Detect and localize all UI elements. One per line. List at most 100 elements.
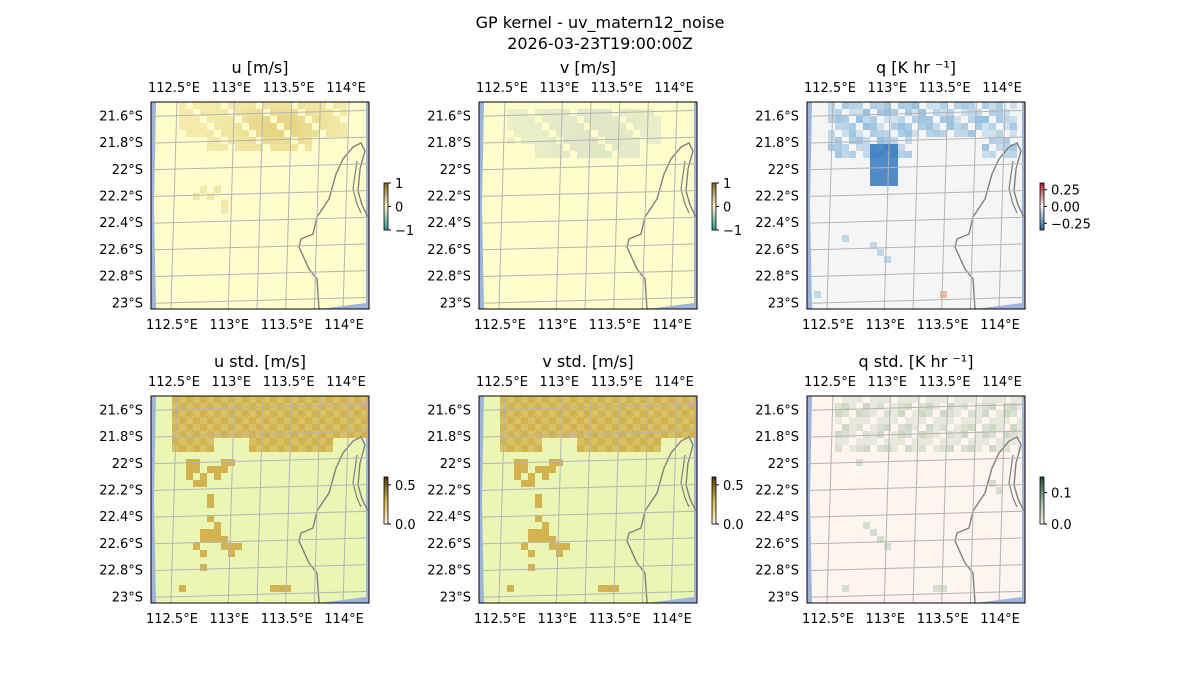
heatmap-cell xyxy=(605,431,612,438)
colorbar-tick-label: 0.0 xyxy=(1051,518,1072,533)
heatmap-cell xyxy=(242,424,249,431)
x-tick-label-top: 113°E xyxy=(868,81,908,96)
heatmap-cell xyxy=(179,431,186,438)
heatmap-cell xyxy=(528,529,535,536)
heatmap-cell xyxy=(682,410,689,417)
heatmap-cell xyxy=(989,151,996,158)
x-tick-label-bottom: 114°E xyxy=(980,318,1020,333)
heatmap-cell xyxy=(242,102,249,109)
heatmap-cell xyxy=(507,410,514,417)
heatmap-cell xyxy=(856,410,863,417)
heatmap-cell xyxy=(647,445,654,452)
heatmap-cell xyxy=(312,424,319,431)
x-tick-label-bottom: 113°E xyxy=(210,318,250,333)
heatmap-cell xyxy=(514,130,521,137)
heatmap-cell xyxy=(863,151,870,158)
heatmap-cell xyxy=(989,123,996,130)
x-tick-label-bottom: 114°E xyxy=(652,612,692,627)
heatmap-cell xyxy=(207,501,214,508)
heatmap-cell xyxy=(877,109,884,116)
heatmap-cell xyxy=(263,123,270,130)
heatmap-cell xyxy=(312,109,319,116)
heatmap-cell xyxy=(200,550,207,557)
heatmap-cell xyxy=(186,123,193,130)
heatmap-cell xyxy=(633,144,640,151)
heatmap-cell xyxy=(654,445,661,452)
heatmap-cell xyxy=(891,438,898,445)
heatmap-cell xyxy=(591,424,598,431)
heatmap-cell xyxy=(507,585,514,592)
heatmap-cell xyxy=(919,438,926,445)
heatmap-cell xyxy=(877,249,884,256)
x-tick-label-top: 113°E xyxy=(868,375,908,390)
map-panel-u_std: u std. [m/s]112.5°E112.5°E113°E113°E113.… xyxy=(99,352,415,627)
heatmap-cell xyxy=(898,403,905,410)
heatmap-cell xyxy=(898,151,905,158)
heatmap-cell xyxy=(926,410,933,417)
heatmap-cell xyxy=(228,550,235,557)
heatmap-cell xyxy=(640,396,647,403)
heatmap-cell xyxy=(214,424,221,431)
y-tick-label: 22°S xyxy=(768,457,799,472)
heatmap-cell xyxy=(626,396,633,403)
heatmap-cell xyxy=(500,410,507,417)
heatmap-cell xyxy=(675,396,682,403)
heatmap-cell xyxy=(549,144,556,151)
heatmap-cell xyxy=(521,431,528,438)
heatmap-cell xyxy=(856,130,863,137)
heatmap-cell xyxy=(563,151,570,158)
heatmap-cell xyxy=(947,417,954,424)
heatmap-cell xyxy=(842,424,849,431)
heatmap-cell xyxy=(891,165,898,172)
heatmap-cell xyxy=(556,459,563,466)
x-tick-label-top: 113.5°E xyxy=(263,375,315,390)
heatmap-cell xyxy=(661,424,668,431)
heatmap-cell xyxy=(200,130,207,137)
heatmap-cell xyxy=(305,424,312,431)
heatmap-cell xyxy=(207,417,214,424)
heatmap-cell xyxy=(514,473,521,480)
heatmap-cell xyxy=(633,445,640,452)
heatmap-cell xyxy=(898,396,905,403)
heatmap-cell xyxy=(598,585,605,592)
heatmap-cell xyxy=(235,130,242,137)
heatmap-cell xyxy=(298,130,305,137)
heatmap-cell xyxy=(591,445,598,452)
colorbar-tick-label: 0.5 xyxy=(723,479,744,494)
heatmap-cell xyxy=(849,417,856,424)
heatmap-cell xyxy=(277,431,284,438)
heatmap-cell xyxy=(968,116,975,123)
heatmap-cell xyxy=(563,403,570,410)
heatmap-cell xyxy=(961,445,968,452)
map-panel-q_std: q std. [K hr ⁻¹]112.5°E112.5°E113°E113°E… xyxy=(755,352,1071,627)
y-tick-label: 23°S xyxy=(440,296,471,311)
heatmap-cell xyxy=(863,522,870,529)
heatmap-cell xyxy=(954,102,961,109)
heatmap-cell xyxy=(326,116,333,123)
y-tick-label: 23°S xyxy=(768,296,799,311)
heatmap-cell xyxy=(277,137,284,144)
heatmap-cell xyxy=(507,123,514,130)
heatmap-cell xyxy=(877,123,884,130)
heatmap-cell xyxy=(905,151,912,158)
heatmap-cell xyxy=(996,396,1003,403)
heatmap-cell xyxy=(291,417,298,424)
map-area xyxy=(479,396,697,603)
heatmap-cell xyxy=(347,396,354,403)
heatmap-cell xyxy=(919,109,926,116)
heatmap-cell xyxy=(591,438,598,445)
heatmap-cell xyxy=(207,144,214,151)
heatmap-cell xyxy=(877,151,884,158)
heatmap-cell xyxy=(326,445,333,452)
panel-title: v [m/s] xyxy=(560,58,616,77)
y-tick-label: 23°S xyxy=(112,590,143,605)
heatmap-cell xyxy=(340,424,347,431)
heatmap-cell xyxy=(577,403,584,410)
heatmap-cell xyxy=(507,424,514,431)
heatmap-cell xyxy=(633,396,640,403)
heatmap-cell xyxy=(298,123,305,130)
heatmap-cell xyxy=(542,473,549,480)
heatmap-cell xyxy=(263,396,270,403)
heatmap-cell xyxy=(249,144,256,151)
heatmap-cell xyxy=(570,130,577,137)
